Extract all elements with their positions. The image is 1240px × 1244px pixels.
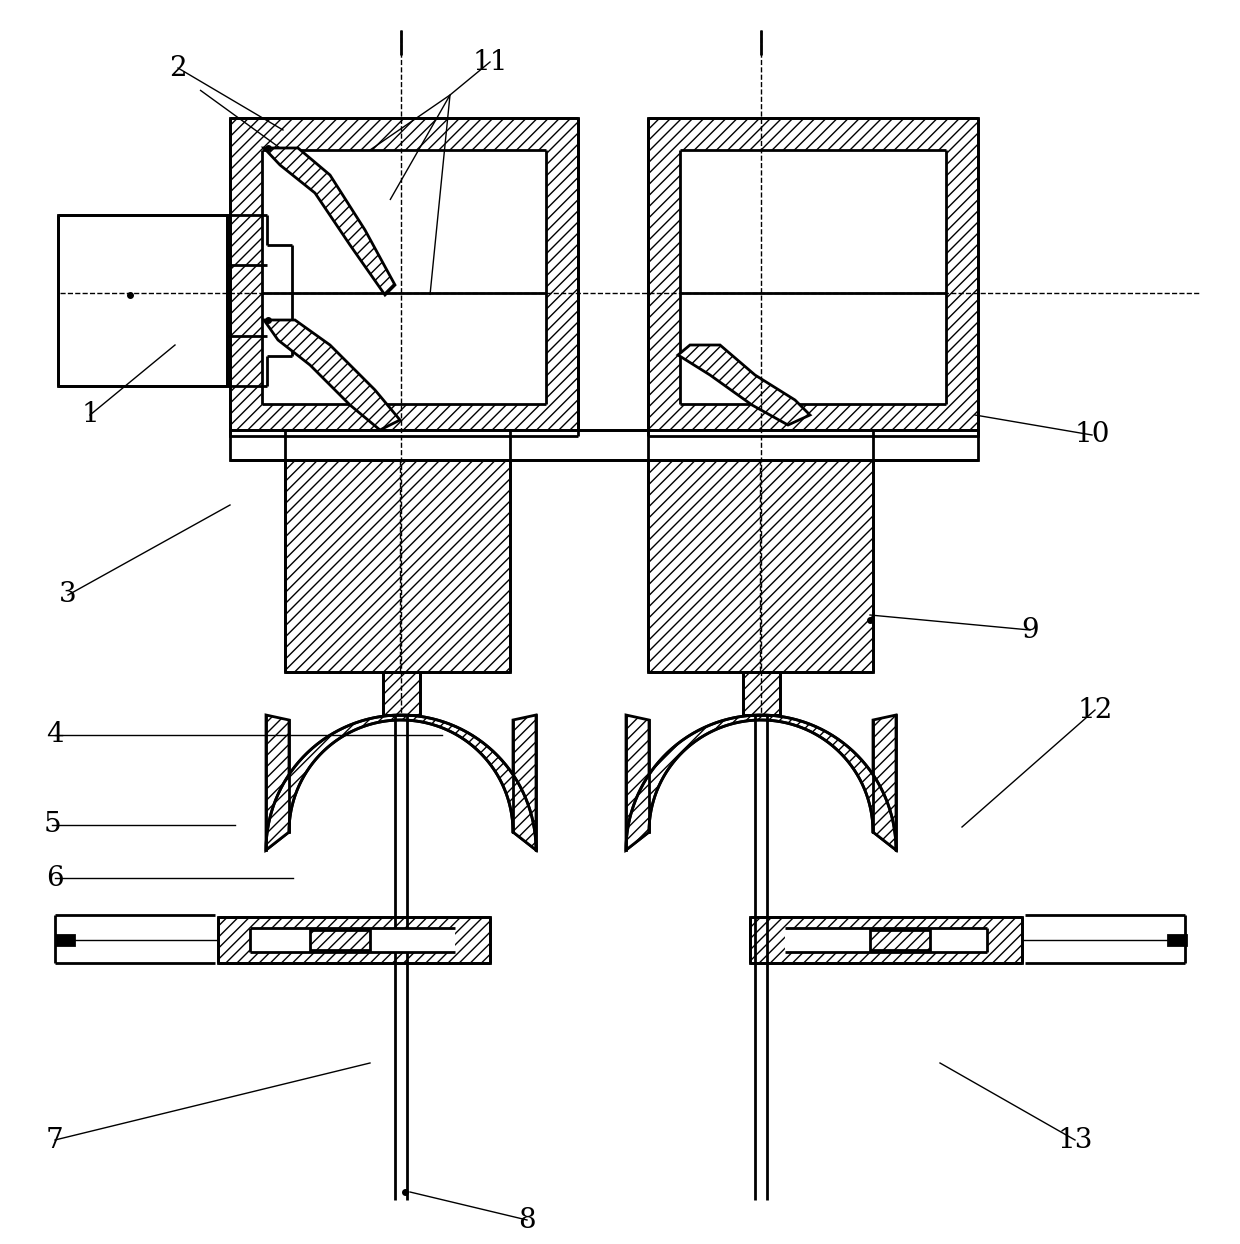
Text: 1: 1: [81, 402, 99, 428]
Bar: [649, 118, 978, 435]
Bar: [785, 928, 987, 952]
Text: 9: 9: [1022, 617, 1039, 643]
Text: 12: 12: [1078, 697, 1112, 724]
Bar: [649, 460, 873, 672]
Bar: [743, 672, 780, 715]
Polygon shape: [267, 715, 536, 850]
Text: 6: 6: [46, 865, 63, 892]
Polygon shape: [264, 320, 401, 430]
Bar: [1168, 935, 1185, 945]
Polygon shape: [678, 345, 810, 425]
Polygon shape: [513, 715, 536, 850]
Bar: [285, 460, 510, 672]
Bar: [750, 917, 1022, 963]
Bar: [383, 672, 420, 715]
Bar: [262, 151, 546, 404]
Bar: [229, 118, 578, 435]
Bar: [229, 430, 978, 460]
Text: 4: 4: [46, 722, 63, 749]
Bar: [250, 928, 455, 952]
Polygon shape: [264, 148, 396, 295]
Bar: [680, 151, 946, 404]
Text: 13: 13: [1058, 1127, 1092, 1153]
Polygon shape: [267, 715, 289, 850]
Polygon shape: [873, 715, 897, 850]
Text: 8: 8: [518, 1207, 536, 1234]
Polygon shape: [626, 715, 649, 850]
Text: 10: 10: [1074, 422, 1110, 449]
Text: 3: 3: [60, 581, 77, 608]
Bar: [870, 931, 930, 950]
Bar: [310, 931, 370, 950]
Text: 11: 11: [472, 49, 507, 76]
Polygon shape: [626, 715, 897, 850]
Bar: [218, 917, 490, 963]
Text: 5: 5: [43, 811, 61, 838]
Bar: [56, 935, 74, 945]
Text: 7: 7: [46, 1127, 64, 1153]
Text: 2: 2: [169, 55, 187, 82]
Bar: [58, 215, 227, 386]
